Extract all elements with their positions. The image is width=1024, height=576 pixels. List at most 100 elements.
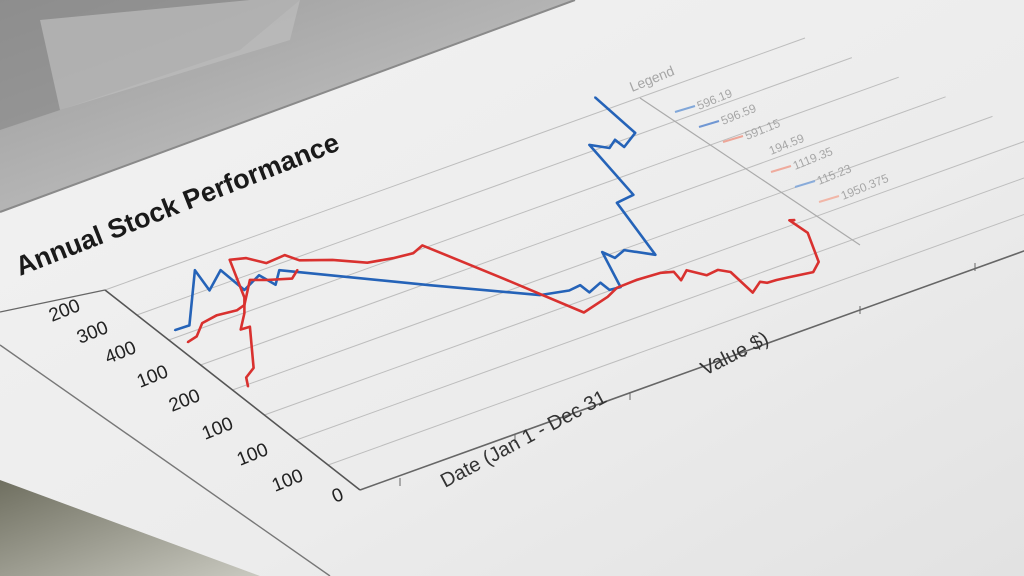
legend-swatch xyxy=(794,180,816,188)
frame-line xyxy=(639,97,861,246)
data-point xyxy=(623,146,626,148)
data-point xyxy=(680,279,682,282)
data-point xyxy=(806,232,809,234)
data-point xyxy=(216,314,218,317)
data-point xyxy=(243,296,246,299)
data-point xyxy=(588,144,591,146)
data-point xyxy=(245,376,248,379)
data-point xyxy=(729,271,732,273)
data-point xyxy=(759,280,761,283)
grid-line xyxy=(200,96,946,366)
data-point xyxy=(583,311,585,314)
legend-swatch xyxy=(674,105,696,113)
data-point xyxy=(636,278,638,281)
grid-line xyxy=(136,57,853,316)
data-point xyxy=(705,274,708,276)
data-point xyxy=(599,281,602,284)
data-point xyxy=(219,269,222,271)
data-point xyxy=(614,138,616,141)
data-point xyxy=(249,325,251,328)
data-point xyxy=(614,257,616,259)
data-point xyxy=(568,289,570,292)
data-point xyxy=(173,329,176,331)
data-point xyxy=(252,367,255,369)
grid-line xyxy=(359,250,1024,491)
grid-line xyxy=(327,213,1024,466)
data-point xyxy=(208,289,211,292)
binder-highlight xyxy=(40,0,300,110)
data-point xyxy=(594,96,596,99)
data-point xyxy=(751,291,754,294)
data-point xyxy=(616,202,618,204)
y-axis-line xyxy=(104,289,361,491)
paper-edge-shadow xyxy=(0,480,260,576)
data-point xyxy=(194,269,196,272)
data-point xyxy=(265,279,268,281)
grid-line xyxy=(296,177,1024,441)
data-point xyxy=(775,279,778,281)
data-point xyxy=(606,296,609,298)
grid-line xyxy=(104,37,806,291)
data-point xyxy=(788,276,791,278)
data-point xyxy=(195,335,198,338)
data-point xyxy=(291,277,293,280)
data-point xyxy=(188,324,191,327)
data-point xyxy=(243,289,246,291)
data-point xyxy=(392,257,394,259)
data-point xyxy=(296,268,299,271)
data-point xyxy=(298,271,301,273)
data-point xyxy=(366,261,369,264)
data-point xyxy=(331,259,334,261)
data-point xyxy=(236,309,238,312)
data-point xyxy=(498,276,501,278)
data-point xyxy=(428,284,431,287)
data-point xyxy=(616,287,618,289)
data-point xyxy=(265,262,268,264)
data-point xyxy=(239,328,242,331)
frame-line xyxy=(0,344,331,576)
data-point xyxy=(283,254,286,256)
data-point xyxy=(632,194,635,196)
data-point xyxy=(228,259,231,261)
data-point xyxy=(788,219,791,222)
legend-swatch xyxy=(722,135,744,143)
data-point xyxy=(660,271,662,274)
data-point xyxy=(654,254,657,256)
data-point xyxy=(201,322,204,324)
data-point xyxy=(608,147,611,149)
data-point xyxy=(608,289,611,291)
data-point xyxy=(766,281,769,284)
data-point xyxy=(274,283,277,286)
data-point xyxy=(243,312,246,314)
data-point xyxy=(685,269,688,271)
data-point xyxy=(245,257,248,259)
data-point xyxy=(421,244,424,247)
data-point xyxy=(298,259,301,262)
data-point xyxy=(601,251,604,253)
data-point xyxy=(672,270,675,273)
paper-top-edge xyxy=(0,0,576,213)
data-point xyxy=(278,269,281,272)
grid-line xyxy=(168,76,899,341)
data-point xyxy=(412,252,415,254)
data-point xyxy=(634,132,637,134)
legend-swatch xyxy=(818,195,840,203)
grid-line xyxy=(232,115,993,391)
data-point xyxy=(249,279,251,281)
data-point xyxy=(588,291,591,294)
data-point xyxy=(623,249,626,251)
data-point xyxy=(812,271,815,273)
data-point xyxy=(817,261,820,263)
data-point xyxy=(794,219,796,221)
series-line-2 xyxy=(186,269,299,344)
data-point xyxy=(186,341,189,344)
frame-line xyxy=(0,289,106,313)
legend-swatch xyxy=(698,120,720,128)
grid xyxy=(0,37,1024,576)
data-point xyxy=(258,274,260,277)
data-point xyxy=(716,269,719,271)
data-point xyxy=(579,284,581,286)
